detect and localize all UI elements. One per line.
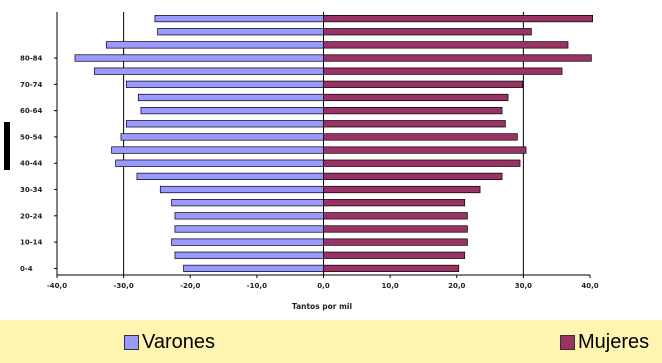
bar-varones — [174, 225, 324, 233]
x-tick-label: 10,0 — [381, 282, 398, 290]
bar-varones — [93, 67, 324, 75]
y-tick-label: 80-84 — [20, 55, 43, 63]
legend-label-varones: Varones — [142, 331, 216, 353]
bars — [74, 14, 594, 273]
bar-varones — [140, 107, 324, 115]
bar-mujeres — [323, 67, 563, 75]
bar-varones — [171, 238, 324, 246]
bar-mujeres — [323, 146, 527, 154]
bar-mujeres — [323, 120, 506, 128]
bar-mujeres — [323, 212, 468, 220]
bar-varones — [120, 133, 324, 141]
y-tick-label: 60-64 — [20, 107, 43, 115]
bar-mujeres — [323, 54, 592, 62]
x-tick-label: -40,0 — [47, 282, 67, 290]
legend-item-varones: Varones — [124, 332, 215, 352]
bar-varones — [125, 120, 324, 128]
x-tick-label: -30,0 — [114, 282, 134, 290]
bar-mujeres — [323, 133, 518, 141]
bar-mujeres — [323, 107, 503, 115]
y-tick-label: 0-4 — [20, 265, 33, 273]
bar-varones — [137, 93, 324, 102]
x-tick-label: 20,0 — [448, 282, 465, 290]
y-tick-label: 20-24 — [20, 212, 43, 220]
axes — [54, 12, 591, 278]
bar-mujeres — [323, 199, 466, 207]
bar-varones — [115, 159, 324, 167]
side-marker — [4, 122, 10, 170]
bar-varones — [174, 212, 324, 220]
population-pyramid-chart: 0-4 10-14 20-24 30-34 40-44 50-54 60-64 70-74 80… — [20, 12, 599, 311]
bar-varones — [125, 80, 324, 88]
legend-label-mujeres: Mujeres — [578, 331, 650, 353]
bar-mujeres — [323, 93, 509, 102]
bar-varones — [74, 54, 324, 62]
bar-mujeres — [323, 264, 460, 273]
x-tick-label: 0,0 — [317, 282, 330, 290]
x-tick-label: -20,0 — [180, 282, 200, 290]
y-tick-labels: 0-4 10-14 20-24 30-34 40-44 50-54 60-64 70-74 80… — [20, 55, 43, 273]
legend: Varones Mujeres — [0, 320, 662, 363]
bar-mujeres — [323, 80, 524, 88]
x-tick-label: 40,0 — [581, 282, 598, 290]
y-tick-label: 30-34 — [20, 186, 43, 194]
y-tick-label: 40-44 — [20, 160, 43, 168]
legend-swatch-mujeres — [560, 334, 575, 350]
bar-varones — [154, 14, 324, 23]
y-tick-label: 10-14 — [20, 239, 43, 247]
bar-mujeres — [323, 251, 466, 259]
legend-item-mujeres: Mujeres — [560, 332, 649, 352]
bar-varones — [111, 146, 324, 154]
x-tick-label: -10,0 — [247, 282, 267, 290]
bar-varones — [183, 264, 324, 273]
bar-mujeres — [323, 238, 468, 246]
grid-lines — [123, 12, 524, 275]
bar-varones — [136, 172, 324, 180]
bar-mujeres — [323, 185, 481, 194]
x-tick-labels: -40,0 -30,0 -20,0 -10,0 0,0 10,0 20,0 30,0 40,0 — [47, 282, 599, 290]
y-tick-label: 50-54 — [20, 133, 43, 141]
y-tick-label: 70-74 — [20, 81, 43, 89]
legend-swatch-varones — [124, 334, 139, 350]
bar-mujeres — [323, 28, 532, 36]
bar-varones — [159, 185, 324, 194]
bar-varones — [157, 28, 324, 36]
bar-varones — [174, 251, 324, 259]
bar-mujeres — [323, 14, 594, 23]
bar-varones — [105, 41, 324, 49]
bar-mujeres — [323, 159, 521, 167]
x-tick-label: 30,0 — [515, 282, 532, 290]
bar-mujeres — [323, 41, 569, 49]
bar-varones — [171, 199, 324, 207]
bar-mujeres — [323, 225, 468, 233]
x-axis-label: Tantos por mil — [292, 302, 352, 311]
bar-mujeres — [323, 172, 503, 180]
